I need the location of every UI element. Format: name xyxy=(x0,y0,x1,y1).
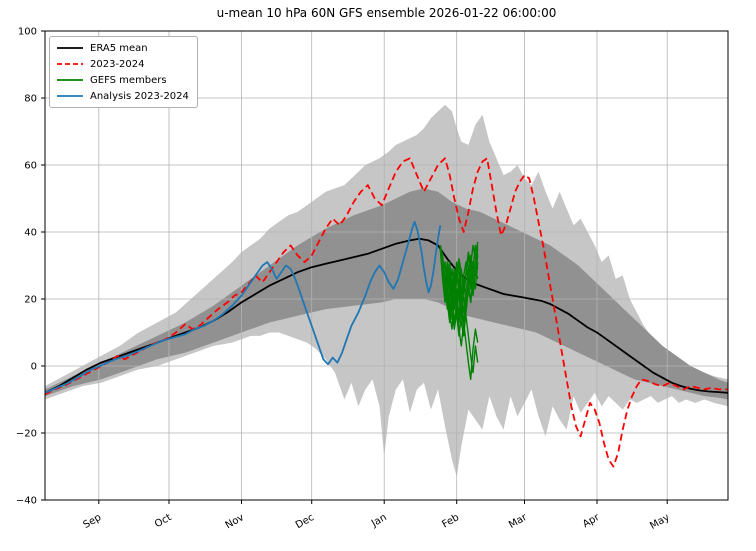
gefs-member-line xyxy=(439,245,479,337)
legend-label-era5-mean: ERA5 mean xyxy=(90,42,148,54)
x-tick-label: Mar xyxy=(507,512,530,531)
season-2023-2024-line xyxy=(44,157,728,468)
gefs-member-line xyxy=(439,241,479,307)
y-tick-label: −20 xyxy=(16,429,37,440)
legend-item-analysis-2023-2024: Analysis 2023-2024 xyxy=(56,89,189,103)
chart-title: u-mean 10 hPa 60N GFS ensemble 2026-01-2… xyxy=(216,6,557,20)
legend: ERA5 mean 2023-2024 GEFS members Analysi… xyxy=(49,36,198,108)
y-tick-label: 0 xyxy=(31,362,37,373)
era5-mean-line xyxy=(44,237,729,394)
y-tick-label: 60 xyxy=(24,161,37,172)
x-tick-label: Nov xyxy=(224,512,246,531)
x-tick-label: Dec xyxy=(294,512,316,531)
gefs-members-line-sample xyxy=(57,79,83,81)
legend-label-gefs-members: GEFS members xyxy=(90,74,167,86)
era5-mean-line-sample xyxy=(57,47,83,49)
legend-item-gefs-members: GEFS members xyxy=(56,73,189,87)
x-tick-label: Sep xyxy=(81,512,103,531)
y-tick-label: −40 xyxy=(16,496,37,507)
x-tick-label: May xyxy=(648,512,671,532)
y-tick-label: 20 xyxy=(24,295,37,306)
climatology-iqr-band xyxy=(45,188,728,400)
y-tick-label: 100 xyxy=(18,27,37,38)
legend-label-2023-2024: 2023-2024 xyxy=(90,58,145,70)
x-tick-label: Feb xyxy=(440,512,461,530)
y-tick-label: 80 xyxy=(24,94,37,105)
x-tick-label: Oct xyxy=(153,512,174,530)
legend-label-analysis-2023-2024: Analysis 2023-2024 xyxy=(90,90,189,102)
analysis-2023-2024-line xyxy=(44,220,442,394)
legend-item-era5-mean: ERA5 mean xyxy=(56,41,189,55)
analysis-2023-2024-line-sample xyxy=(57,95,83,97)
season-2023-2024-line-sample xyxy=(57,63,83,65)
gefs-member-line xyxy=(439,248,479,381)
legend-item-2023-2024: 2023-2024 xyxy=(56,57,189,71)
plot-frame xyxy=(44,30,729,501)
x-tick-label: Jan xyxy=(369,512,389,530)
x-tick-label: Apr xyxy=(581,512,602,531)
y-tick-label: 40 xyxy=(24,228,37,239)
